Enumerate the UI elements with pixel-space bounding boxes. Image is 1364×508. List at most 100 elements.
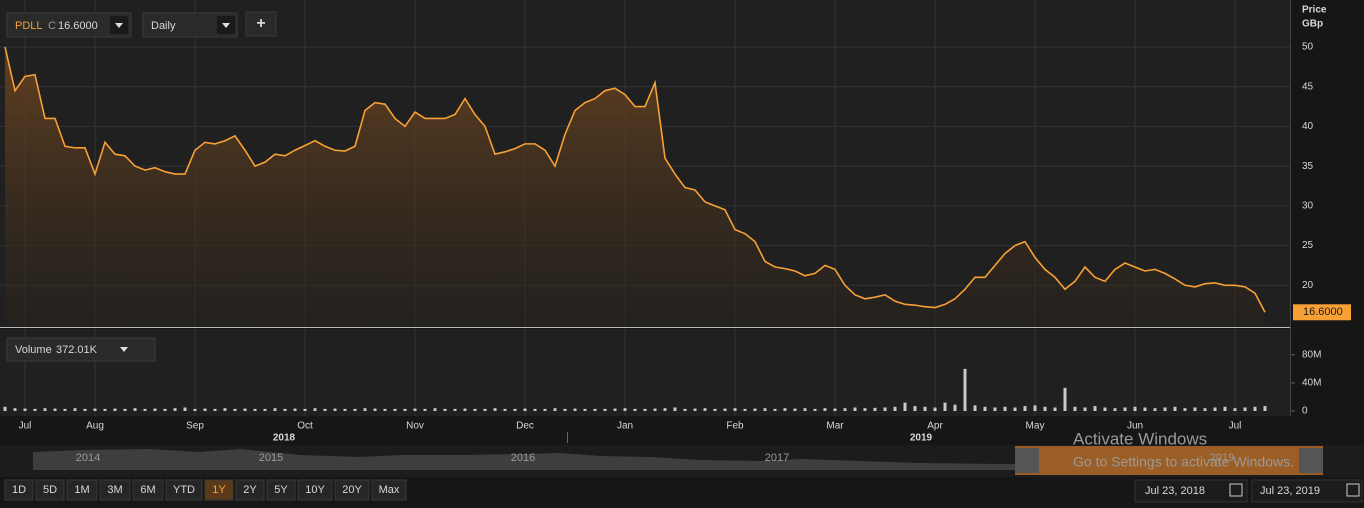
volume-bar <box>423 408 427 411</box>
range-button[interactable] <box>66 479 98 501</box>
from-date: Jul 23, 2018 <box>1145 485 1205 497</box>
volume-bar <box>1233 408 1237 411</box>
last-value-tag <box>1293 304 1351 321</box>
range-button[interactable] <box>266 479 296 501</box>
volume-bar <box>293 408 297 411</box>
from-date-box[interactable] <box>1134 479 1248 503</box>
volume-bar <box>613 408 617 411</box>
y-tick-label: 45 <box>1302 81 1314 92</box>
navigator-selection[interactable] <box>1015 446 1323 475</box>
volume-bar <box>653 408 657 411</box>
watermark-title: Activate Windows <box>1073 429 1207 448</box>
volume-legend-value: 372.01K <box>56 344 98 356</box>
range-button[interactable] <box>99 479 131 501</box>
dropdown-arrow <box>120 347 128 352</box>
range-button[interactable] <box>204 479 234 501</box>
volume-bar <box>273 408 277 411</box>
navigator-handle[interactable] <box>1015 448 1039 473</box>
volume-bar <box>543 408 547 411</box>
volume-bar <box>433 408 437 411</box>
volume-bar <box>353 408 357 411</box>
volume-bar <box>553 408 557 411</box>
volume-bar <box>633 408 637 411</box>
volume-bar <box>1023 406 1027 411</box>
volume-bar <box>523 408 527 411</box>
x-tick-label: Mar <box>826 421 844 432</box>
volume-bar <box>853 407 857 411</box>
volume-bar <box>933 407 937 411</box>
calendar-icon[interactable] <box>1346 483 1360 497</box>
volume-bar <box>1203 408 1207 411</box>
volume-bar <box>783 408 787 411</box>
volume-bar <box>493 408 497 411</box>
volume-bar <box>823 408 827 411</box>
volume-bar <box>663 408 667 411</box>
volume-bar <box>313 408 317 411</box>
y-axis-title: Price <box>1302 5 1327 16</box>
range-button-label: Max <box>379 484 400 496</box>
navigator: 2014 2015 2016 2017 2019 <box>0 445 1364 477</box>
y-tick-label: 40M <box>1302 378 1321 389</box>
range-button[interactable] <box>4 479 34 501</box>
volume-bar <box>213 408 217 411</box>
volume-bar <box>603 408 607 411</box>
volume-bar <box>923 406 927 411</box>
volume-bar <box>363 408 367 411</box>
y-tick-label: 35 <box>1302 161 1314 172</box>
x-tick-label: Feb <box>726 421 744 432</box>
volume-bar <box>993 407 997 411</box>
volume-bar <box>483 408 487 411</box>
navigator-handle[interactable] <box>1299 448 1323 473</box>
volume-bar <box>93 408 97 411</box>
volume-bar <box>833 408 837 411</box>
calendar-icon[interactable] <box>1229 483 1243 497</box>
volume-bar <box>253 408 257 411</box>
volume-bar <box>1143 407 1147 411</box>
range-button[interactable] <box>35 479 65 501</box>
volume-bar <box>163 408 167 411</box>
volume-bar <box>13 408 17 411</box>
range-button[interactable] <box>165 479 203 501</box>
y-tick-label: 80M <box>1302 349 1321 360</box>
add-button[interactable] <box>245 11 277 37</box>
volume-bar <box>703 408 707 411</box>
volume-bar <box>593 408 597 411</box>
x-tick-label: Jul <box>19 421 32 432</box>
navigator-year: 2019 <box>1210 452 1234 464</box>
volume-bar <box>203 408 207 411</box>
volume-bar <box>1133 406 1137 411</box>
range-button[interactable] <box>297 479 333 501</box>
volume-bar <box>873 407 877 411</box>
volume-bar <box>1073 406 1077 411</box>
volume-bar <box>73 408 77 411</box>
range-button-label: 20Y <box>342 484 362 496</box>
volume-bar <box>153 408 157 411</box>
volume-bar <box>763 408 767 411</box>
volume-bar <box>463 408 467 411</box>
range-button-label: 5D <box>43 484 57 496</box>
x-tick-label: Aug <box>86 421 104 432</box>
volume-bar <box>83 408 87 411</box>
volume-bar <box>373 408 377 411</box>
to-date: Jul 23, 2019 <box>1260 485 1320 497</box>
volume-bar <box>103 408 107 411</box>
range-button[interactable] <box>371 479 407 501</box>
close-label: C <box>48 20 56 32</box>
volume-bar <box>753 408 757 411</box>
range-button[interactable] <box>334 479 370 501</box>
volume-bar <box>53 408 57 411</box>
volume-bar <box>143 408 147 411</box>
x-tick-label: Jan <box>617 421 633 432</box>
range-button-label: 1Y <box>212 484 226 496</box>
range-button[interactable] <box>235 479 265 501</box>
range-button[interactable] <box>132 479 164 501</box>
volume-bar <box>233 408 237 411</box>
volume-legend-box[interactable] <box>6 337 156 362</box>
x-tick-label: Oct <box>297 421 313 432</box>
range-button-label: 5Y <box>274 484 288 496</box>
y-tick-label: 0 <box>1302 406 1308 417</box>
volume-bar <box>33 408 37 411</box>
x-tick-label: Apr <box>927 421 943 432</box>
to-date-box[interactable] <box>1251 479 1363 503</box>
y-tick-label: 30 <box>1302 200 1314 211</box>
